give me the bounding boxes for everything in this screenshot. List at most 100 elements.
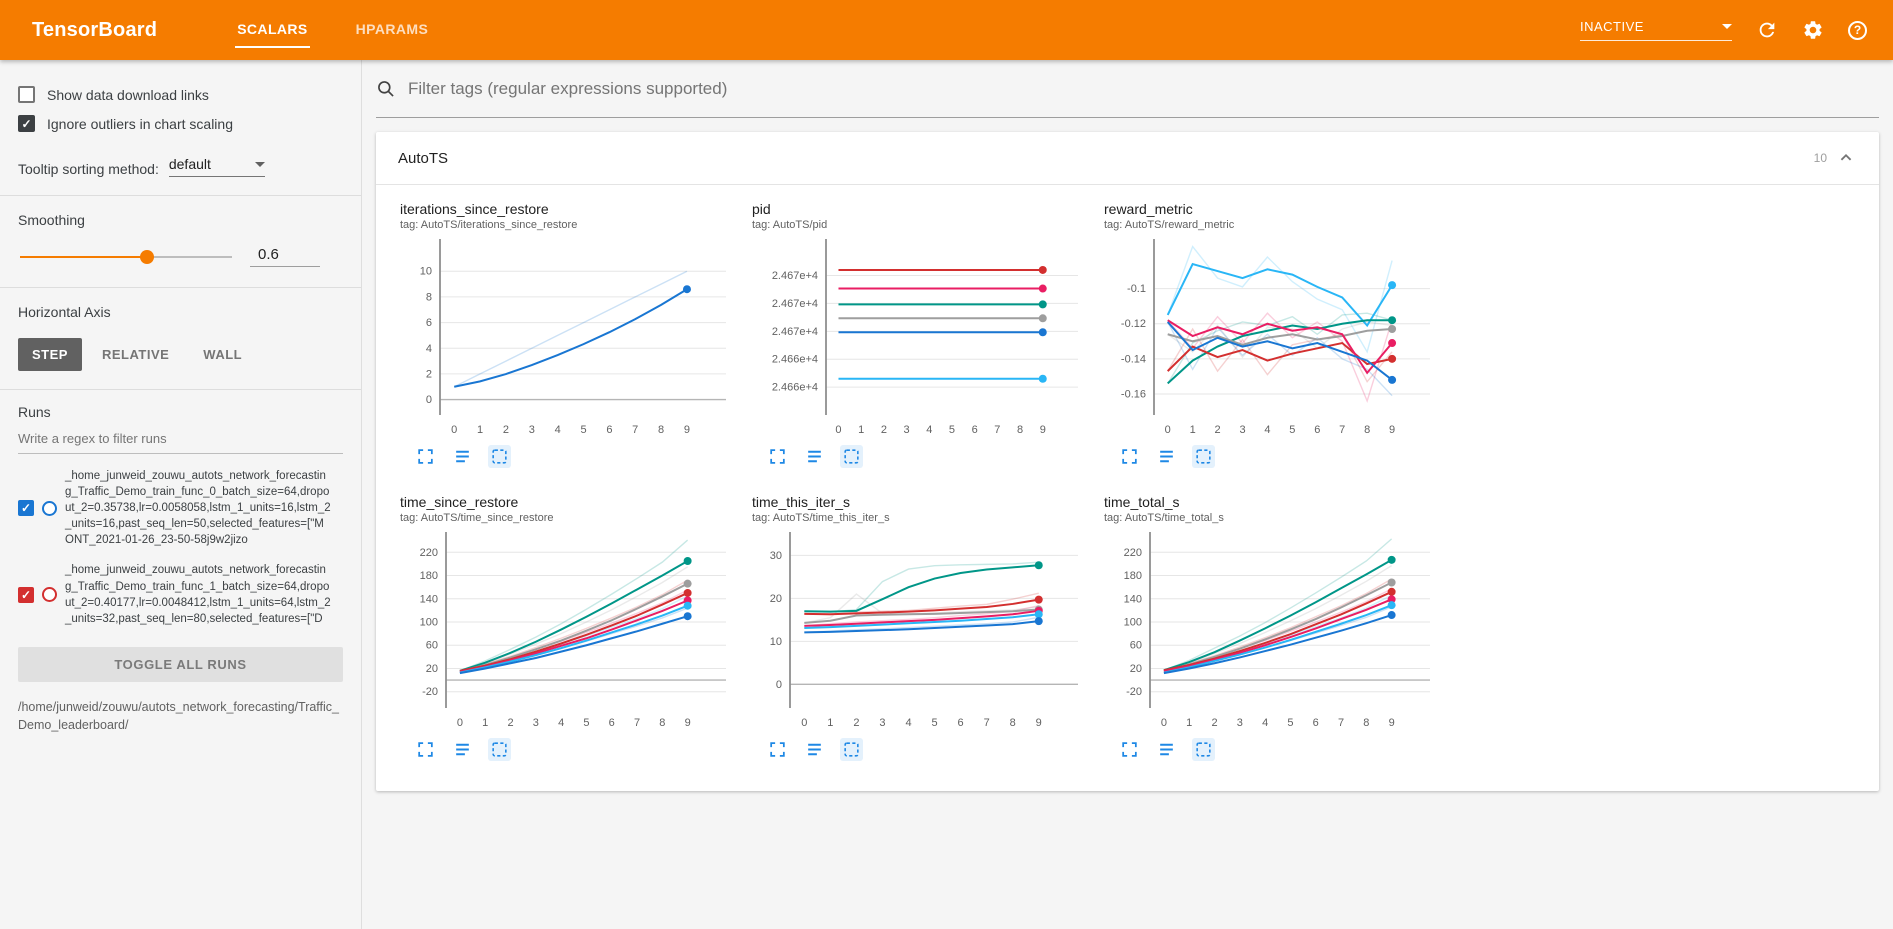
runs-filter-input[interactable] <box>18 424 343 454</box>
svg-text:3: 3 <box>1239 424 1245 436</box>
run-checkbox[interactable] <box>18 586 34 603</box>
settings-gear-icon[interactable] <box>1802 19 1824 41</box>
expand-chart-icon[interactable] <box>766 738 789 761</box>
svg-text:100: 100 <box>420 617 438 629</box>
run-radio[interactable] <box>42 500 57 516</box>
expand-chart-icon[interactable] <box>1118 445 1141 468</box>
fit-domain-icon[interactable] <box>488 738 511 761</box>
svg-text:2: 2 <box>426 368 432 380</box>
svg-text:0: 0 <box>1165 424 1171 436</box>
tab-scalars[interactable]: SCALARS <box>235 12 310 48</box>
chart-tag: tag: AutoTS/pid <box>752 219 828 231</box>
expand-chart-icon[interactable] <box>414 738 437 761</box>
svg-text:6: 6 <box>606 424 612 436</box>
chart-title: time_this_iter_s <box>752 494 851 510</box>
run-radio[interactable] <box>42 587 57 603</box>
svg-text:0: 0 <box>835 424 841 436</box>
axis-step-button[interactable]: STEP <box>18 338 82 371</box>
svg-text:10: 10 <box>420 266 432 278</box>
fit-domain-icon[interactable] <box>488 445 511 468</box>
axis-relative-button[interactable]: RELATIVE <box>88 338 183 371</box>
svg-text:6: 6 <box>609 717 615 729</box>
charts-grid: iterations_since_restore tag: AutoTS/ite… <box>376 185 1879 791</box>
chart-menu-icon[interactable] <box>1155 445 1178 468</box>
fit-domain-icon[interactable] <box>840 445 863 468</box>
tab-hparams[interactable]: HPARAMS <box>355 21 429 37</box>
divider <box>0 389 361 390</box>
svg-text:60: 60 <box>1130 640 1142 652</box>
smoothing-value[interactable]: 0.6 <box>250 246 320 267</box>
svg-text:-0.14: -0.14 <box>1121 353 1146 365</box>
svg-text:3: 3 <box>529 424 535 436</box>
svg-text:-20: -20 <box>422 686 438 698</box>
card-header[interactable]: AutoTS 10 <box>376 132 1879 184</box>
collapse-chevron-icon[interactable] <box>1835 147 1857 169</box>
tag-filter-input[interactable] <box>406 77 1879 100</box>
chart-tag: tag: AutoTS/time_this_iter_s <box>752 512 890 524</box>
svg-text:0: 0 <box>451 424 457 436</box>
axis-wall-button[interactable]: WALL <box>189 338 256 371</box>
chart-tag: tag: AutoTS/time_total_s <box>1104 512 1224 524</box>
fit-domain-icon[interactable] <box>1192 738 1215 761</box>
svg-text:6: 6 <box>958 717 964 729</box>
chart-menu-icon[interactable] <box>451 445 474 468</box>
expand-chart-icon[interactable] <box>766 445 789 468</box>
smoothing-slider[interactable] <box>20 249 232 265</box>
chart-menu-icon[interactable] <box>451 738 474 761</box>
svg-text:140: 140 <box>420 593 438 605</box>
run-name: _home_junweid_zouwu_autots_network_forec… <box>65 564 331 625</box>
slider-thumb[interactable] <box>140 249 155 264</box>
run-checkbox[interactable] <box>18 500 34 517</box>
svg-text:5: 5 <box>583 717 589 729</box>
svg-text:20: 20 <box>770 593 782 605</box>
card-title: AutoTS <box>398 149 449 167</box>
svg-text:9: 9 <box>684 424 690 436</box>
svg-text:8: 8 <box>426 291 432 303</box>
status-value: INACTIVE <box>1580 19 1644 34</box>
svg-text:100: 100 <box>1124 617 1142 629</box>
expand-chart-icon[interactable] <box>414 445 437 468</box>
checkbox-unchecked-icon[interactable] <box>18 86 35 103</box>
svg-text:6: 6 <box>972 424 978 436</box>
fit-domain-icon[interactable] <box>1192 445 1215 468</box>
chart-title: pid <box>752 201 771 217</box>
expand-chart-icon[interactable] <box>1118 738 1141 761</box>
app-title: TensorBoard <box>32 18 158 41</box>
dropdown-caret-icon <box>1722 24 1732 29</box>
svg-text:0: 0 <box>776 679 782 691</box>
chart-toolbar <box>766 738 1104 761</box>
chart-plot[interactable]: 0 1 2 3 4 5 6 7 8 9 -20 20 60 100 140 180 220 <box>1104 528 1434 734</box>
svg-text:4: 4 <box>555 424 561 436</box>
svg-text:8: 8 <box>1363 717 1369 729</box>
tooltip-sorting-dropdown[interactable]: default <box>168 156 265 177</box>
chart-plot[interactable]: 0 1 2 3 4 5 6 7 8 9 0 10 20 30 <box>752 528 1082 734</box>
toggle-all-runs-button[interactable]: TOGGLE ALL RUNS <box>18 646 343 682</box>
checkbox-checked-icon[interactable] <box>18 115 35 132</box>
chart-plot[interactable]: 0 1 2 3 4 5 6 7 8 9 2.466e+4 2.466e+4 2.467e+4 2.467e… <box>752 235 1082 441</box>
svg-text:7: 7 <box>632 424 638 436</box>
svg-text:7: 7 <box>994 424 1000 436</box>
chart-toolbar <box>414 738 752 761</box>
svg-text:9: 9 <box>1389 424 1395 436</box>
chart-plot[interactable]: 0 1 2 3 4 5 6 7 8 9 0 2 4 6 8 10 <box>400 235 730 441</box>
refresh-icon[interactable] <box>1756 19 1778 41</box>
svg-text:2.466e+4: 2.466e+4 <box>772 354 818 366</box>
fit-domain-icon[interactable] <box>840 738 863 761</box>
run-item[interactable]: _home_junweid_zouwu_autots_network_forec… <box>18 468 343 548</box>
run-item[interactable]: _home_junweid_zouwu_autots_network_forec… <box>18 562 343 626</box>
horizontal-axis-label: Horizontal Axis <box>18 304 111 320</box>
ignore-outliers-checkbox[interactable]: Ignore outliers in chart scaling <box>18 115 343 132</box>
svg-text:2: 2 <box>1215 424 1221 436</box>
chart-plot[interactable]: 0 1 2 3 4 5 6 7 8 9 -20 20 60 100 140 180 220 <box>400 528 730 734</box>
chart-toolbar <box>1118 445 1456 468</box>
chart-menu-icon[interactable] <box>803 738 826 761</box>
svg-text:5: 5 <box>1287 717 1293 729</box>
svg-text:5: 5 <box>931 717 937 729</box>
help-icon[interactable]: ? <box>1848 20 1867 40</box>
chart-plot[interactable]: 0 1 2 3 4 5 6 7 8 9 -0.1 -0.12 -0.14 -0.16 <box>1104 235 1434 441</box>
data-status-dropdown[interactable]: INACTIVE <box>1580 19 1732 41</box>
autots-card: AutoTS 10 iterations_since_restore tag: … <box>376 132 1879 791</box>
chart-menu-icon[interactable] <box>1155 738 1178 761</box>
chart-menu-icon[interactable] <box>803 445 826 468</box>
show-download-links-checkbox[interactable]: Show data download links <box>18 86 343 103</box>
